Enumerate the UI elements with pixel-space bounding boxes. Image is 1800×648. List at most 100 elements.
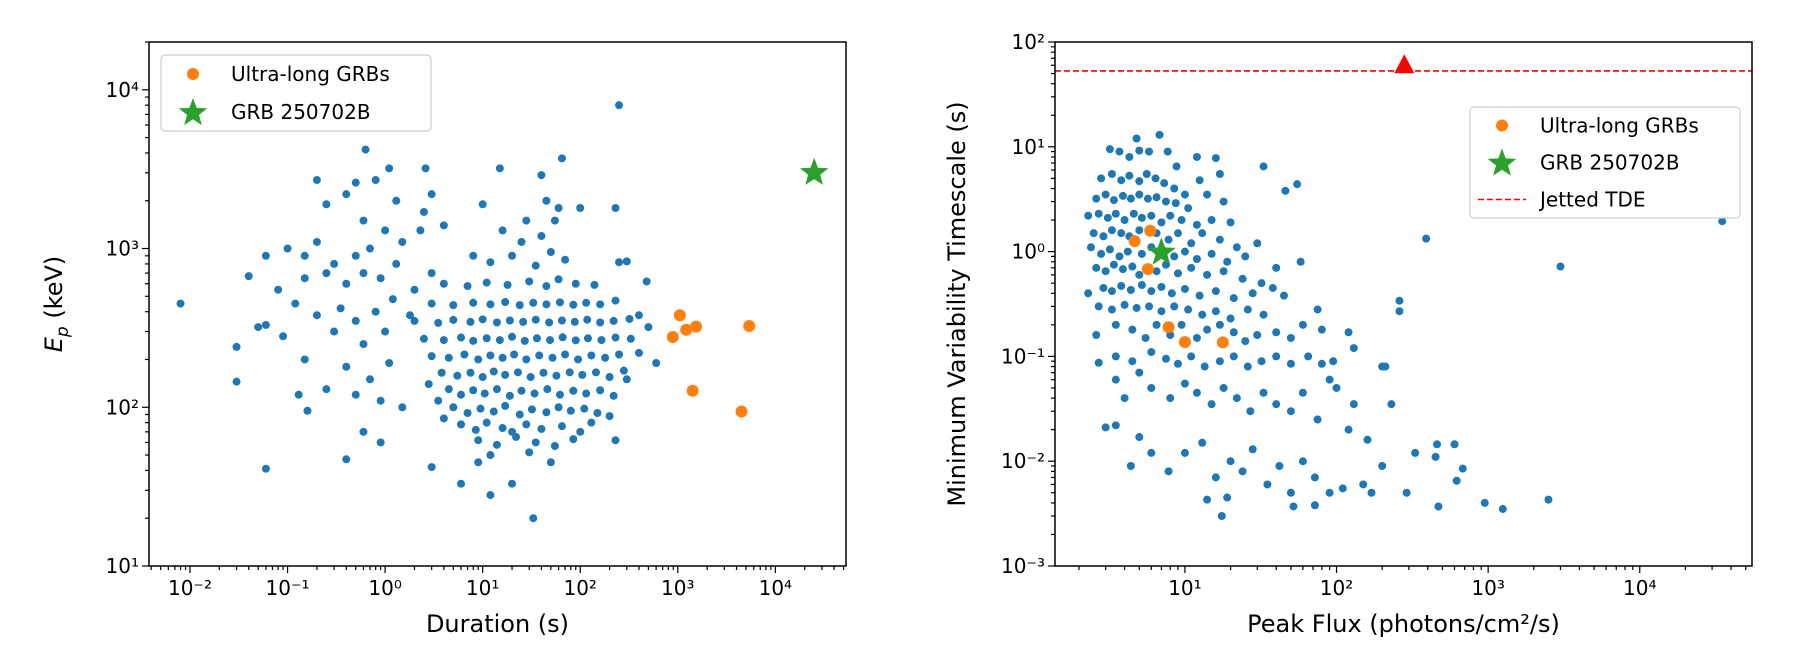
grb-point <box>634 311 643 320</box>
grb-point <box>1111 209 1120 218</box>
grb-point <box>1135 368 1144 377</box>
grb-point <box>1164 235 1173 244</box>
grb-point <box>622 375 631 384</box>
grb-point <box>537 231 546 240</box>
grb-point <box>486 451 495 460</box>
grb-point <box>1135 433 1144 442</box>
grb-point <box>605 412 614 421</box>
grb-point <box>1259 162 1268 171</box>
grb-point <box>1086 243 1095 252</box>
grb-point <box>597 336 606 345</box>
grb-point <box>548 353 557 362</box>
grb-point <box>1184 204 1193 213</box>
grb-point <box>1111 352 1120 361</box>
grb-point <box>1304 352 1313 361</box>
grb-point <box>322 200 331 209</box>
grb-point <box>537 171 546 180</box>
y-label-unit: (keV) <box>40 256 68 327</box>
grb-point <box>466 368 475 377</box>
grb-point <box>609 316 618 325</box>
grb-point <box>515 410 524 419</box>
grb-point <box>1279 291 1288 300</box>
grb-point <box>1257 279 1266 288</box>
grb-point <box>1117 281 1126 290</box>
y-tick-label: 10⁴ <box>106 78 139 102</box>
grb-point <box>1132 134 1141 143</box>
legend: Ultra-long GRBs GRB 250702B <box>160 54 432 132</box>
grb-point <box>1450 440 1459 449</box>
y-tick-label: 10⁻³ <box>1001 554 1045 578</box>
grb-point <box>522 420 531 429</box>
grb-point <box>1281 186 1290 195</box>
grb-point <box>1219 267 1228 276</box>
grb-point <box>1160 179 1169 188</box>
grb-point <box>1226 457 1235 466</box>
grb-point <box>1097 174 1106 183</box>
grb-point <box>569 300 578 309</box>
x-tick-label: 10³ <box>1471 576 1504 600</box>
grb-point <box>1105 145 1114 154</box>
grb-point <box>1103 213 1112 222</box>
grb-point <box>1203 190 1212 199</box>
grb-point <box>312 237 321 246</box>
grb-point <box>486 300 495 309</box>
grb-point <box>1157 218 1166 227</box>
grb-point <box>1135 226 1144 235</box>
grb-point <box>1118 191 1127 200</box>
legend-label: Ultra-long GRBs <box>1540 114 1699 138</box>
grb-point <box>537 424 546 433</box>
grb-point <box>1272 263 1281 272</box>
grb-point <box>1172 162 1181 171</box>
grb-point <box>522 355 531 364</box>
grb-point <box>545 318 554 327</box>
grb-point <box>392 196 401 205</box>
grb-point <box>1166 394 1175 403</box>
grb-point <box>1498 504 1507 513</box>
grb-point <box>625 314 634 323</box>
grb-point <box>571 279 580 288</box>
legend-label: Jetted TDE <box>1538 188 1646 212</box>
x-tick-label: 10¹ <box>1168 576 1201 600</box>
grb-point <box>385 359 394 368</box>
grb-point <box>1207 400 1216 409</box>
grb-point <box>1229 352 1238 361</box>
grb-point <box>388 295 397 304</box>
grb-point <box>501 401 510 410</box>
grb-point <box>1248 445 1257 454</box>
grb-point <box>622 257 631 266</box>
grb-point <box>471 425 480 434</box>
grb-point <box>1120 216 1129 225</box>
grb-point <box>1215 170 1224 179</box>
grb-point <box>1268 283 1277 292</box>
grb-point <box>492 385 501 394</box>
grb-point <box>398 237 407 246</box>
grb-point <box>1272 400 1281 409</box>
grb-point <box>652 359 661 368</box>
x-tick-label: 10² <box>1320 576 1353 600</box>
grb-point <box>1180 379 1189 388</box>
grb-point <box>469 386 478 395</box>
grb-point <box>542 408 551 417</box>
grb-point <box>421 164 430 173</box>
grb-point <box>587 418 596 427</box>
grb-point <box>463 282 472 291</box>
grb-point <box>1229 294 1238 303</box>
grb-point <box>1223 493 1232 502</box>
grb-point <box>1272 328 1281 337</box>
grb-point <box>1145 302 1154 311</box>
grb-point <box>1137 249 1146 258</box>
grb-point <box>449 301 458 310</box>
grb-point <box>351 251 360 260</box>
grb-point <box>515 301 524 310</box>
y-tick-label: 10⁰ <box>1012 240 1045 264</box>
y-label-subscript: p <box>53 326 73 338</box>
grb-point <box>1092 263 1101 272</box>
grb-point <box>1145 147 1154 156</box>
grb-point <box>1458 464 1467 473</box>
grb-point <box>1718 217 1727 226</box>
grb-point <box>460 350 469 359</box>
grb-point <box>419 207 428 216</box>
grb-point <box>615 350 624 359</box>
grb-point <box>1298 457 1307 466</box>
grb-point <box>569 386 578 395</box>
